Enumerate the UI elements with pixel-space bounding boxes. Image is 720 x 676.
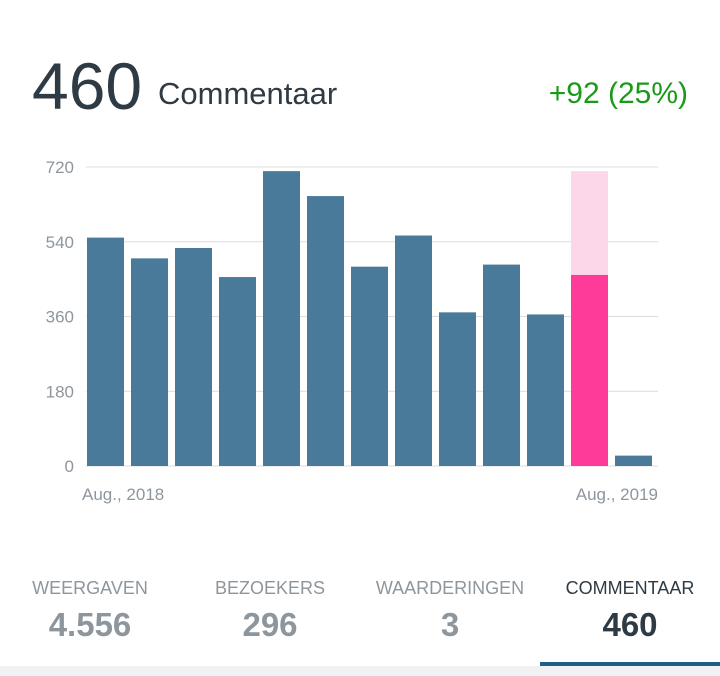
comments-bar-chart: 0 180 360 540 720 Aug., 2018 Aug., 2019 <box>46 158 658 504</box>
tab-value: 296 <box>242 606 298 643</box>
tab-bezoekers[interactable]: BEZOEKERS 296 <box>180 568 360 668</box>
bar <box>87 237 124 466</box>
bar <box>263 171 300 466</box>
bar <box>307 196 344 466</box>
bar <box>395 235 432 466</box>
active-tab-indicator <box>540 662 720 666</box>
stats-header: 460 Commentaar +92 (25%) <box>32 46 688 126</box>
tab-commentaar[interactable]: COMMENTAAR 460 <box>540 568 720 668</box>
bar <box>175 247 212 466</box>
bar <box>439 312 476 466</box>
highlighted-bar <box>571 274 608 466</box>
tab-label: COMMENTAAR <box>565 578 695 598</box>
y-tick-label: 0 <box>65 457 74 476</box>
total-label: Commentaar <box>158 76 338 111</box>
x-tick-label-start: Aug., 2018 <box>82 485 164 504</box>
tab-value: 460 <box>602 606 658 643</box>
bar <box>527 314 564 466</box>
bottom-divider <box>0 666 720 676</box>
bar <box>219 277 256 466</box>
total-value: 460 <box>32 49 143 123</box>
bar <box>131 258 168 466</box>
stats-tabs: WEERGAVEN 4.556 BEZOEKERS 296 WAARDERING… <box>0 568 720 676</box>
y-tick-label: 360 <box>46 308 74 327</box>
y-tick-label: 540 <box>46 233 74 252</box>
delta-value: +92 (25%) <box>548 77 688 110</box>
tab-label: BEZOEKERS <box>214 578 326 598</box>
bar <box>615 455 652 466</box>
y-tick-label: 180 <box>46 382 74 401</box>
tab-label: WEERGAVEN <box>32 578 148 598</box>
bar <box>483 264 520 466</box>
bar <box>351 266 388 466</box>
tab-weergaven[interactable]: WEERGAVEN 4.556 <box>0 568 180 668</box>
y-tick-label: 720 <box>46 158 74 177</box>
x-tick-label-end: Aug., 2019 <box>576 485 658 504</box>
tab-label: WAARDERINGEN <box>375 578 525 598</box>
tab-value: 4.556 <box>48 606 132 643</box>
tab-waarderingen[interactable]: WAARDERINGEN 3 <box>360 568 540 668</box>
tab-value: 3 <box>440 606 460 643</box>
